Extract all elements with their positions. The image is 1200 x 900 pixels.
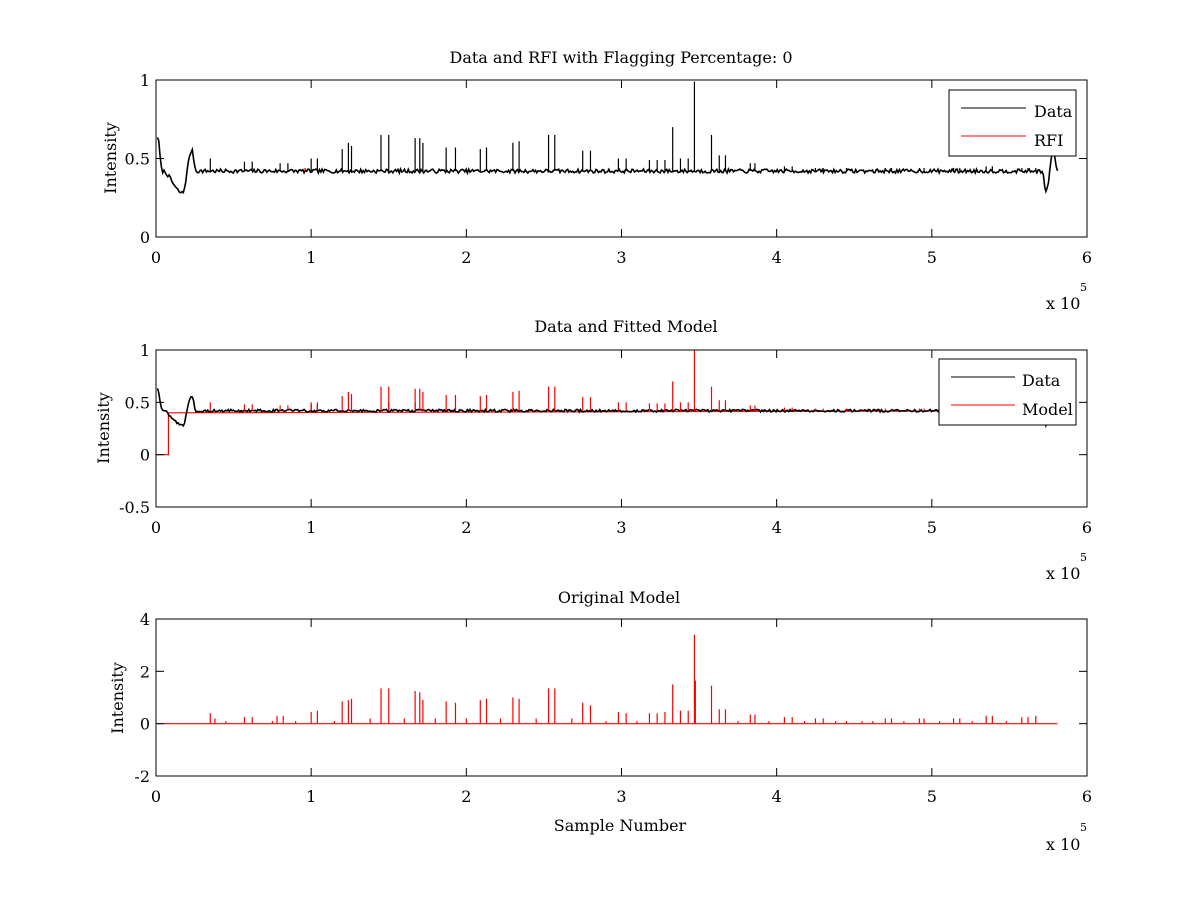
chart-title: Original Model — [558, 588, 680, 607]
y-tick-label: 1 — [140, 71, 150, 90]
x-exponent: x 10 5 — [1046, 551, 1087, 583]
x-tick-label: 5 — [927, 518, 937, 537]
x-multiplier-label: x 10 — [1046, 294, 1080, 313]
x-tick-label: 6 — [1082, 787, 1092, 806]
x-tick-label: 3 — [616, 787, 626, 806]
legend-box — [948, 89, 1077, 157]
y-ticks: -0.5 0 0.5 1 — [119, 341, 1087, 517]
x-exponent: x 10 5 — [1046, 281, 1087, 313]
panel-original-model: Original Model Intensity Sample Number 0… — [108, 588, 1092, 854]
x-multiplier-label: x 10 — [1046, 835, 1080, 854]
x-tick-label: 0 — [151, 248, 161, 267]
y-tick-label: 0 — [140, 446, 150, 465]
x-tick-label: 0 — [151, 787, 161, 806]
x-multiplier-label: x 10 — [1046, 564, 1080, 583]
y-tick-label: 0.5 — [125, 150, 150, 169]
x-ticks: 0 1 2 3 4 5 6 — [151, 80, 1092, 267]
legend: Data Model — [938, 358, 1077, 426]
y-ticks: 00.51 — [125, 71, 1087, 247]
x-tick-label: 5 — [927, 248, 937, 267]
x-tick-label: 6 — [1082, 248, 1092, 267]
chart-title: Data and Fitted Model — [534, 317, 717, 336]
x-exponent: x 10 5 — [1046, 821, 1087, 854]
x-tick-label: 1 — [306, 518, 316, 537]
legend-box — [938, 358, 1077, 426]
x-tick-label: 3 — [616, 518, 626, 537]
x-ticks: 0 1 2 3 4 5 6 — [151, 619, 1092, 806]
x-tick-label: 4 — [772, 248, 782, 267]
x-tick-label: 0 — [151, 518, 161, 537]
plot-area-rfi — [156, 81, 1059, 195]
y-tick-label: 0 — [140, 228, 150, 247]
x-tick-label: 3 — [616, 248, 626, 267]
y-axis-label: Intensity — [94, 392, 113, 464]
legend-entry-data: Data — [1034, 102, 1073, 121]
x-tick-label: 5 — [927, 787, 937, 806]
legend-entry-model: Model — [1022, 400, 1073, 419]
x-tick-label: 4 — [772, 787, 782, 806]
panel-rfi: Data and RFI with Flagging Percentage: 0… — [101, 48, 1092, 313]
y-tick-label: -0.5 — [119, 498, 150, 517]
y-tick-label: -2 — [134, 767, 150, 786]
plot-area-original-model — [157, 634, 1058, 725]
y-tick-label: 0 — [140, 715, 150, 734]
x-multiplier-exponent: 5 — [1080, 551, 1087, 564]
x-tick-label: 2 — [461, 248, 471, 267]
y-tick-label: 4 — [140, 610, 150, 629]
x-tick-label: 4 — [772, 518, 782, 537]
y-tick-label: 2 — [140, 662, 150, 681]
x-multiplier-exponent: 5 — [1080, 281, 1087, 294]
chart-title: Data and RFI with Flagging Percentage: 0 — [449, 48, 792, 67]
x-ticks: 0 1 2 3 4 5 6 — [151, 350, 1092, 537]
legend-entry-data: Data — [1022, 371, 1061, 390]
y-tick-label: 1 — [140, 341, 150, 360]
x-tick-label: 2 — [461, 787, 471, 806]
x-tick-label: 6 — [1082, 518, 1092, 537]
y-tick-label: 0.5 — [125, 393, 150, 412]
legend: Data RFI — [948, 89, 1077, 157]
y-axis-label: Intensity — [101, 122, 120, 194]
x-multiplier-exponent: 5 — [1080, 821, 1087, 834]
y-ticks: -2 0 2 4 — [134, 610, 1087, 786]
data-series-line — [156, 137, 1059, 195]
legend-entry-rfi: RFI — [1034, 131, 1063, 150]
x-tick-label: 1 — [306, 248, 316, 267]
y-axis-label: Intensity — [108, 662, 127, 734]
x-tick-label: 2 — [461, 518, 471, 537]
x-tick-label: 1 — [306, 787, 316, 806]
data-series-line — [156, 388, 1059, 429]
x-axis-label: Sample Number — [554, 816, 687, 835]
